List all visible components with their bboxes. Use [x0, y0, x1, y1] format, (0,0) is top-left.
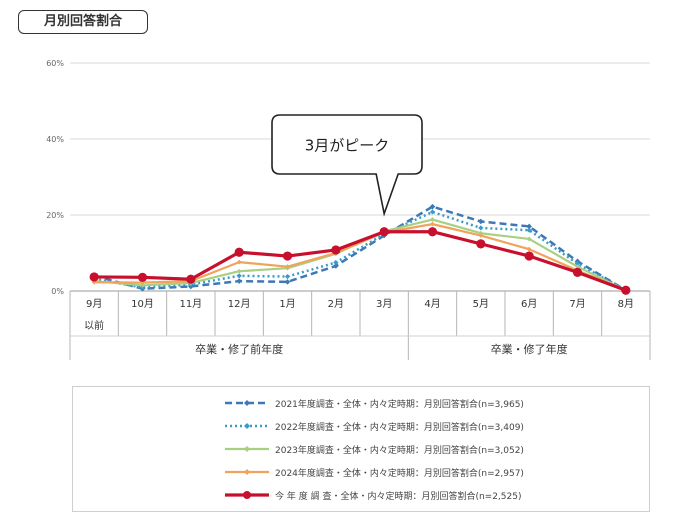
- data-point: [236, 278, 242, 284]
- data-point: [526, 246, 532, 252]
- legend-item: 2023年度調査・全体・内々定時期：月別回答割合(n=3,052): [223, 441, 524, 457]
- data-point: [284, 273, 291, 280]
- data-point: [89, 272, 99, 282]
- data-point: [333, 259, 339, 266]
- y-tick-label: 40%: [46, 135, 64, 144]
- data-point: [430, 217, 435, 222]
- legend-label: 2023年度調査・全体・内々定時期：月別回答割合(n=3,052): [275, 445, 524, 456]
- legend-swatch: [225, 446, 269, 452]
- data-point: [331, 245, 341, 255]
- data-point: [572, 267, 583, 277]
- x-group-label: 卒業・修了年度: [491, 342, 568, 356]
- legend-item: 2022年度調査・全体・内々定時期：月別回答割合(n=3,409): [223, 418, 524, 434]
- legend-item: 2024年度調査・全体・内々定時期：月別回答割合(n=2,957): [223, 464, 524, 480]
- data-point: [524, 251, 534, 261]
- x-tick-label: 3月: [376, 298, 392, 310]
- series-line: [93, 205, 627, 292]
- legend-swatch: [225, 491, 269, 499]
- callout-bubble: [271, 114, 423, 217]
- data-point: [575, 264, 580, 270]
- legend-swatch: [225, 469, 269, 475]
- x-tick-label: 12月: [228, 298, 251, 310]
- x-tick-sublabel: 以前: [84, 319, 104, 332]
- data-point: [429, 203, 436, 210]
- series-line: [94, 223, 627, 292]
- data-point: [140, 282, 145, 288]
- x-tick-label: 6月: [521, 298, 537, 310]
- data-point: [137, 272, 148, 282]
- data-point: [285, 264, 290, 270]
- series-lines: [89, 203, 631, 295]
- x-tick-label: 11月: [179, 298, 202, 310]
- gridlines: 0% 20% 40% 60%: [46, 59, 650, 296]
- legend-label: 2022年度調査・全体・内々定時期：月別回答割合(n=3,409): [275, 422, 524, 433]
- x-tick-label: 8月: [618, 298, 634, 310]
- data-point: [234, 247, 244, 257]
- data-point: [526, 223, 532, 230]
- x-tick-label: 10月: [131, 298, 154, 310]
- x-tick-label: 4月: [424, 298, 440, 310]
- data-point: [526, 227, 532, 233]
- legend-label: 今 年 度 調 査・全体・内々定時期：月別回答割合(n=2,525): [275, 491, 522, 502]
- legend-item: 2021年度調査・全体・内々定時期：月別回答割合(n=3,965): [223, 395, 524, 411]
- data-point: [284, 279, 291, 285]
- data-point: [236, 259, 242, 265]
- data-point: [430, 221, 435, 227]
- data-point: [282, 251, 293, 261]
- data-point: [478, 225, 484, 231]
- x-tick-label: 2月: [328, 298, 344, 310]
- x-tick-label: 5月: [473, 298, 489, 310]
- data-point: [186, 274, 196, 284]
- data-point: [621, 285, 631, 295]
- x-tick-label: 9月: [86, 298, 102, 310]
- data-point: [478, 218, 484, 225]
- x-tick-label: 7月: [569, 298, 585, 310]
- data-point: [379, 227, 389, 237]
- series-line: [94, 230, 627, 292]
- y-tick-label: 60%: [46, 59, 64, 68]
- data-point: [476, 239, 486, 249]
- y-tick-label: 0%: [51, 287, 64, 296]
- y-tick-label: 20%: [46, 211, 64, 220]
- data-point: [526, 236, 532, 242]
- data-point: [429, 209, 436, 215]
- legend-item: 今 年 度 調 査・全体・内々定時期：月別回答割合(n=2,525): [223, 487, 521, 503]
- data-point: [333, 263, 339, 269]
- chart-title: 月別回答割合: [18, 10, 148, 34]
- x-group-label: 卒業・修了前年度: [195, 342, 283, 356]
- x-tick-label: 1月: [279, 298, 295, 310]
- callout: 3月がピーク: [271, 114, 423, 217]
- legend-swatch: [225, 423, 269, 429]
- legend-swatch: [225, 400, 269, 406]
- callout-text: 3月がピーク: [305, 137, 390, 155]
- data-point: [236, 273, 242, 279]
- data-point: [478, 233, 484, 238]
- data-point: [236, 268, 242, 274]
- legend-label: 2024年度調査・全体・内々定時期：月別回答割合(n=2,957): [275, 468, 524, 479]
- legend-label: 2021年度調査・全体・内々定時期：月別回答割合(n=3,965): [275, 399, 524, 410]
- legend: 2021年度調査・全体・内々定時期：月別回答割合(n=3,965) 2022年度調…: [72, 386, 650, 512]
- data-point: [427, 227, 438, 237]
